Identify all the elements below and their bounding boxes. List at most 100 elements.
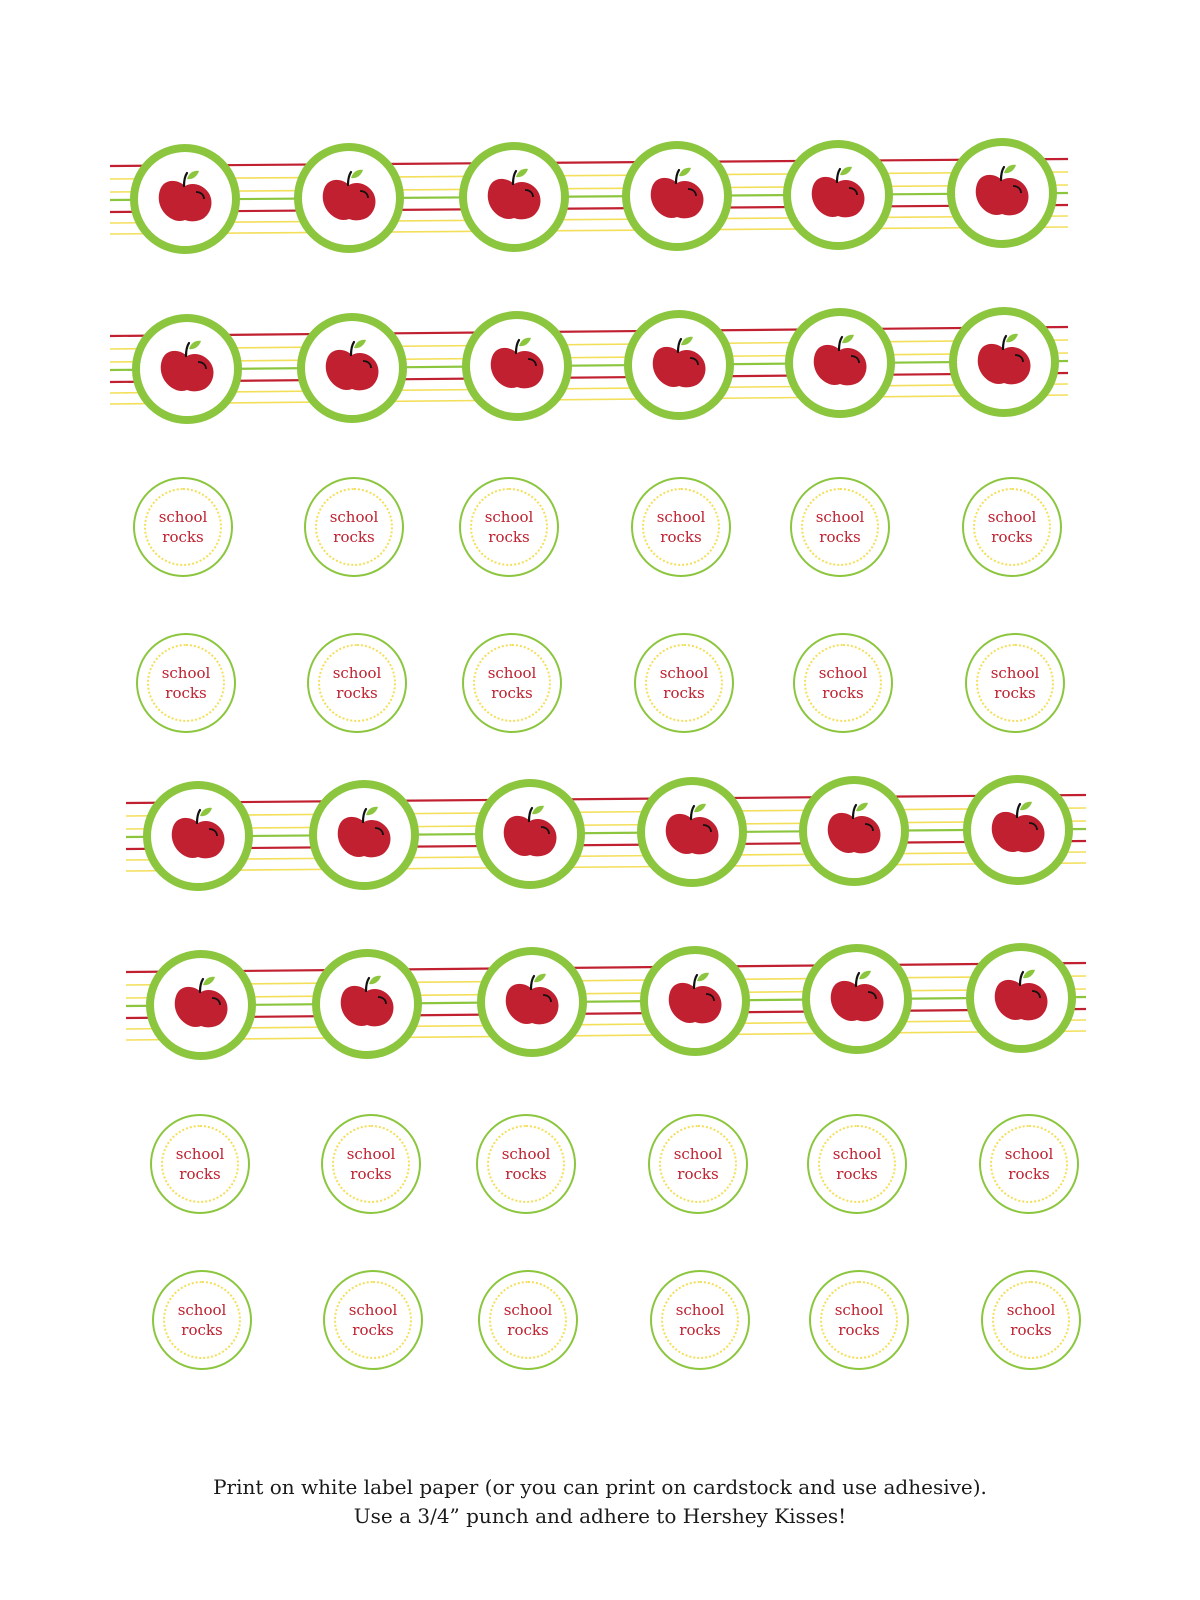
label-text-line-2: rocks bbox=[679, 1321, 721, 1339]
dotted-ring bbox=[820, 1281, 898, 1359]
apple-label bbox=[799, 775, 909, 886]
label-text-line-1: school bbox=[348, 1301, 398, 1319]
school-rocks-label: school rocks bbox=[790, 477, 890, 577]
stripe-line bbox=[109, 371, 1069, 384]
label-text-line-1: school bbox=[158, 508, 208, 526]
label-text-line-1: school bbox=[987, 508, 1037, 526]
label-text: school rocks bbox=[323, 1116, 419, 1212]
school-rocks-label: school rocks bbox=[307, 633, 407, 733]
apple-icon bbox=[160, 341, 214, 392]
school-rocks-label: school rocks bbox=[136, 633, 236, 733]
stripe-line bbox=[109, 171, 1069, 180]
label-text-line-2: rocks bbox=[663, 684, 705, 702]
apple-label bbox=[637, 777, 747, 888]
label-text-line-2: rocks bbox=[352, 1321, 394, 1339]
label-text: school rocks bbox=[154, 1272, 250, 1368]
school-rocks-label: school rocks bbox=[807, 1114, 907, 1214]
stripe-line bbox=[125, 975, 1087, 986]
school-rocks-label: school rocks bbox=[152, 1270, 252, 1370]
label-text-line-1: school bbox=[487, 664, 537, 682]
label-text: school rocks bbox=[809, 1116, 905, 1212]
stripe-line bbox=[109, 203, 1069, 214]
apple-icon bbox=[487, 168, 541, 220]
school-rocks-label: school rocks bbox=[133, 477, 233, 577]
label-text-line-2: rocks bbox=[179, 1165, 221, 1183]
apple-icon bbox=[668, 972, 722, 1023]
label-text: school rocks bbox=[478, 1116, 574, 1212]
stripe-line bbox=[125, 988, 1087, 999]
label-text-line-1: school bbox=[161, 664, 211, 682]
stripe-line bbox=[125, 862, 1087, 872]
dotted-ring bbox=[473, 644, 551, 722]
dotted-ring bbox=[144, 488, 222, 566]
dotted-ring bbox=[334, 1281, 412, 1359]
stripe-line bbox=[125, 1007, 1087, 1020]
school-rocks-label: school rocks bbox=[979, 1114, 1079, 1214]
stripe-line bbox=[109, 339, 1069, 350]
label-text: school rocks bbox=[306, 479, 402, 575]
label-text: school rocks bbox=[795, 635, 891, 731]
label-text: school rocks bbox=[461, 479, 557, 575]
apple-label bbox=[143, 781, 253, 892]
apple-icon bbox=[337, 806, 391, 858]
apple-icon bbox=[830, 970, 884, 1022]
school-rocks-label: school rocks bbox=[631, 477, 731, 577]
dotted-ring bbox=[990, 1125, 1068, 1203]
label-text: school rocks bbox=[792, 479, 888, 575]
dotted-ring bbox=[645, 644, 723, 722]
label-text-line-2: rocks bbox=[350, 1165, 392, 1183]
apple-label bbox=[622, 140, 732, 251]
stripe-line bbox=[125, 807, 1087, 817]
dotted-ring bbox=[992, 1281, 1070, 1359]
apple-label bbox=[640, 945, 750, 1056]
apple-label bbox=[309, 780, 419, 891]
label-text-line-2: rocks bbox=[838, 1321, 880, 1339]
school-rocks-label: school rocks bbox=[462, 633, 562, 733]
school-rocks-label: school rocks bbox=[962, 477, 1062, 577]
school-rocks-label: school rocks bbox=[634, 633, 734, 733]
stripe-line bbox=[109, 184, 1069, 193]
apple-icon bbox=[977, 333, 1031, 384]
apple-label bbox=[462, 311, 572, 422]
school-rocks-label: school rocks bbox=[793, 633, 893, 733]
label-text-line-1: school bbox=[503, 1301, 553, 1319]
apple-label bbox=[459, 142, 569, 253]
label-text-line-1: school bbox=[1004, 1145, 1054, 1163]
dotted-ring bbox=[318, 644, 396, 722]
apple-icon bbox=[505, 973, 559, 1025]
dotted-ring bbox=[661, 1281, 739, 1359]
apple-label bbox=[132, 314, 242, 425]
apple-icon bbox=[652, 336, 706, 387]
dotted-ring bbox=[976, 644, 1054, 722]
stripe-line bbox=[125, 851, 1087, 861]
label-text-line-2: rocks bbox=[822, 684, 864, 702]
label-text: school rocks bbox=[650, 1116, 746, 1212]
label-text: school rocks bbox=[811, 1272, 907, 1368]
label-text-line-2: rocks bbox=[333, 528, 375, 546]
label-text-line-2: rocks bbox=[1008, 1165, 1050, 1183]
dotted-ring bbox=[804, 644, 882, 722]
apple-label bbox=[963, 774, 1073, 885]
label-text-line-1: school bbox=[332, 664, 382, 682]
apple-icon bbox=[991, 801, 1045, 852]
apple-icon bbox=[650, 167, 704, 219]
label-text-line-1: school bbox=[990, 664, 1040, 682]
dotted-ring bbox=[973, 488, 1051, 566]
instructions-line-2: Use a 3/4” punch and adhere to Hershey K… bbox=[353, 1504, 847, 1528]
label-text: school rocks bbox=[480, 1272, 576, 1368]
label-text: school rocks bbox=[138, 635, 234, 731]
label-text-line-2: rocks bbox=[505, 1165, 547, 1183]
label-text-line-2: rocks bbox=[660, 528, 702, 546]
label-text-line-1: school bbox=[832, 1145, 882, 1163]
label-text: school rocks bbox=[652, 1272, 748, 1368]
school-rocks-label: school rocks bbox=[648, 1114, 748, 1214]
apple-label bbox=[802, 944, 912, 1055]
apple-icon bbox=[490, 337, 544, 389]
label-text-line-2: rocks bbox=[488, 528, 530, 546]
stripe-line bbox=[109, 359, 1069, 372]
dotted-ring bbox=[801, 488, 879, 566]
dotted-ring bbox=[332, 1125, 410, 1203]
apple-label bbox=[297, 312, 407, 423]
stripe-line bbox=[125, 1019, 1087, 1030]
